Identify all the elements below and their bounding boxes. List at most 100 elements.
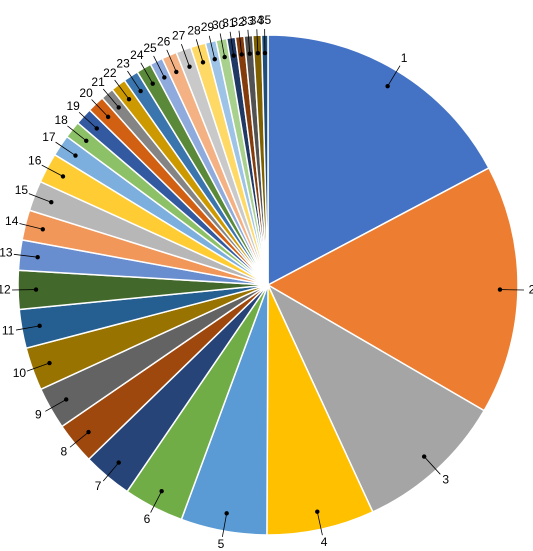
leader-line — [55, 141, 76, 156]
leader-dot — [262, 50, 268, 56]
leader-dot — [150, 81, 155, 86]
leader-dot — [105, 114, 111, 120]
leader-dot — [84, 138, 89, 144]
leader-line — [102, 88, 120, 108]
leader-dot — [315, 509, 320, 514]
leader-dot — [116, 105, 121, 110]
slice-label: 21 — [91, 75, 105, 89]
slice-label: 5 — [218, 537, 225, 551]
slice-label: 19 — [66, 99, 80, 113]
leader-line — [102, 462, 120, 482]
slice-label: 9 — [35, 407, 42, 421]
leader-line — [45, 399, 67, 412]
leader-dot — [94, 126, 99, 131]
leader-dot — [86, 429, 91, 435]
leader-dot — [33, 287, 39, 292]
leader-dot — [200, 60, 206, 65]
leader-dot — [116, 460, 121, 465]
slice-label: 2 — [529, 282, 533, 296]
leader-line — [195, 39, 204, 63]
leader-dot — [174, 69, 179, 75]
leader-line — [140, 62, 154, 84]
leader-dot — [212, 56, 217, 62]
leader-line — [78, 111, 98, 129]
leader-line — [28, 193, 52, 203]
leader-dot — [35, 254, 40, 260]
slice-label: 8 — [60, 444, 67, 458]
slice-label: 23 — [116, 57, 130, 71]
leader-dot — [187, 64, 192, 69]
leader-line — [91, 99, 109, 118]
leader-line — [316, 511, 323, 536]
leader-dot — [138, 88, 143, 94]
slice-label: 6 — [144, 512, 151, 526]
leader-line — [247, 29, 251, 54]
slice-label: 33 — [241, 14, 255, 28]
leader-dot — [385, 84, 390, 89]
leader-line — [221, 513, 228, 537]
leader-dot — [159, 488, 164, 494]
slice-label: 1 — [401, 51, 408, 65]
leader-dot — [64, 397, 69, 402]
slice-label: 18 — [55, 113, 69, 127]
leader-line — [67, 125, 87, 142]
leader-dot — [497, 287, 503, 292]
leader-dot — [73, 153, 78, 158]
leader-line — [208, 35, 216, 60]
leader-line — [387, 65, 401, 87]
leader-line — [13, 253, 38, 258]
slice-label: 12 — [0, 282, 11, 296]
slice-label: 30 — [212, 18, 226, 32]
slice-label: 10 — [13, 366, 27, 380]
slice-label: 24 — [130, 48, 144, 62]
slice-label: 26 — [157, 35, 171, 49]
slice-label: 28 — [187, 24, 201, 38]
leader-dot — [47, 360, 52, 366]
leader-line — [127, 70, 141, 92]
leader-line — [153, 55, 165, 78]
leader-line — [166, 49, 177, 73]
leader-dot — [162, 75, 167, 80]
slice-label: 7 — [95, 479, 102, 493]
leader-dot — [239, 52, 244, 57]
leader-dot — [247, 51, 252, 56]
slice-label: 25 — [143, 41, 157, 55]
leader-dot — [37, 323, 42, 329]
slice-label: 4 — [321, 535, 328, 549]
slice-label: 11 — [2, 324, 15, 338]
slice-label: 14 — [5, 214, 19, 228]
leader-dot — [126, 97, 132, 102]
slice-label: 15 — [15, 183, 29, 197]
slice-label: 32 — [231, 15, 245, 29]
leader-dot — [224, 511, 229, 516]
slice-label: 20 — [79, 86, 93, 100]
leader-line — [15, 325, 40, 331]
leader-line — [114, 79, 130, 100]
leader-dot — [49, 200, 54, 205]
leader-dot — [222, 54, 227, 60]
leader-line — [19, 223, 43, 230]
slice-label: 17 — [42, 130, 56, 144]
leader-line — [181, 43, 190, 67]
leader-line — [238, 30, 243, 55]
leader-line — [256, 29, 259, 54]
slice-label: 34 — [250, 13, 264, 27]
slice-label: 16 — [28, 154, 42, 168]
slice-label: 31 — [222, 16, 236, 30]
leader-dot — [40, 227, 45, 232]
leader-line — [41, 164, 64, 177]
leader-line — [69, 431, 89, 448]
leader-line — [229, 31, 235, 56]
leader-dot — [255, 51, 261, 56]
leader-line — [219, 33, 226, 58]
slice-label: 29 — [201, 20, 215, 34]
leader-line — [26, 362, 50, 372]
slice-label: 13 — [0, 246, 13, 260]
slice-label: 35 — [258, 13, 272, 27]
leader-dot — [421, 454, 427, 459]
slice-label: 3 — [442, 472, 449, 486]
leader-dot — [231, 53, 236, 58]
slice-label: 27 — [172, 29, 186, 43]
leader-line — [423, 456, 441, 475]
